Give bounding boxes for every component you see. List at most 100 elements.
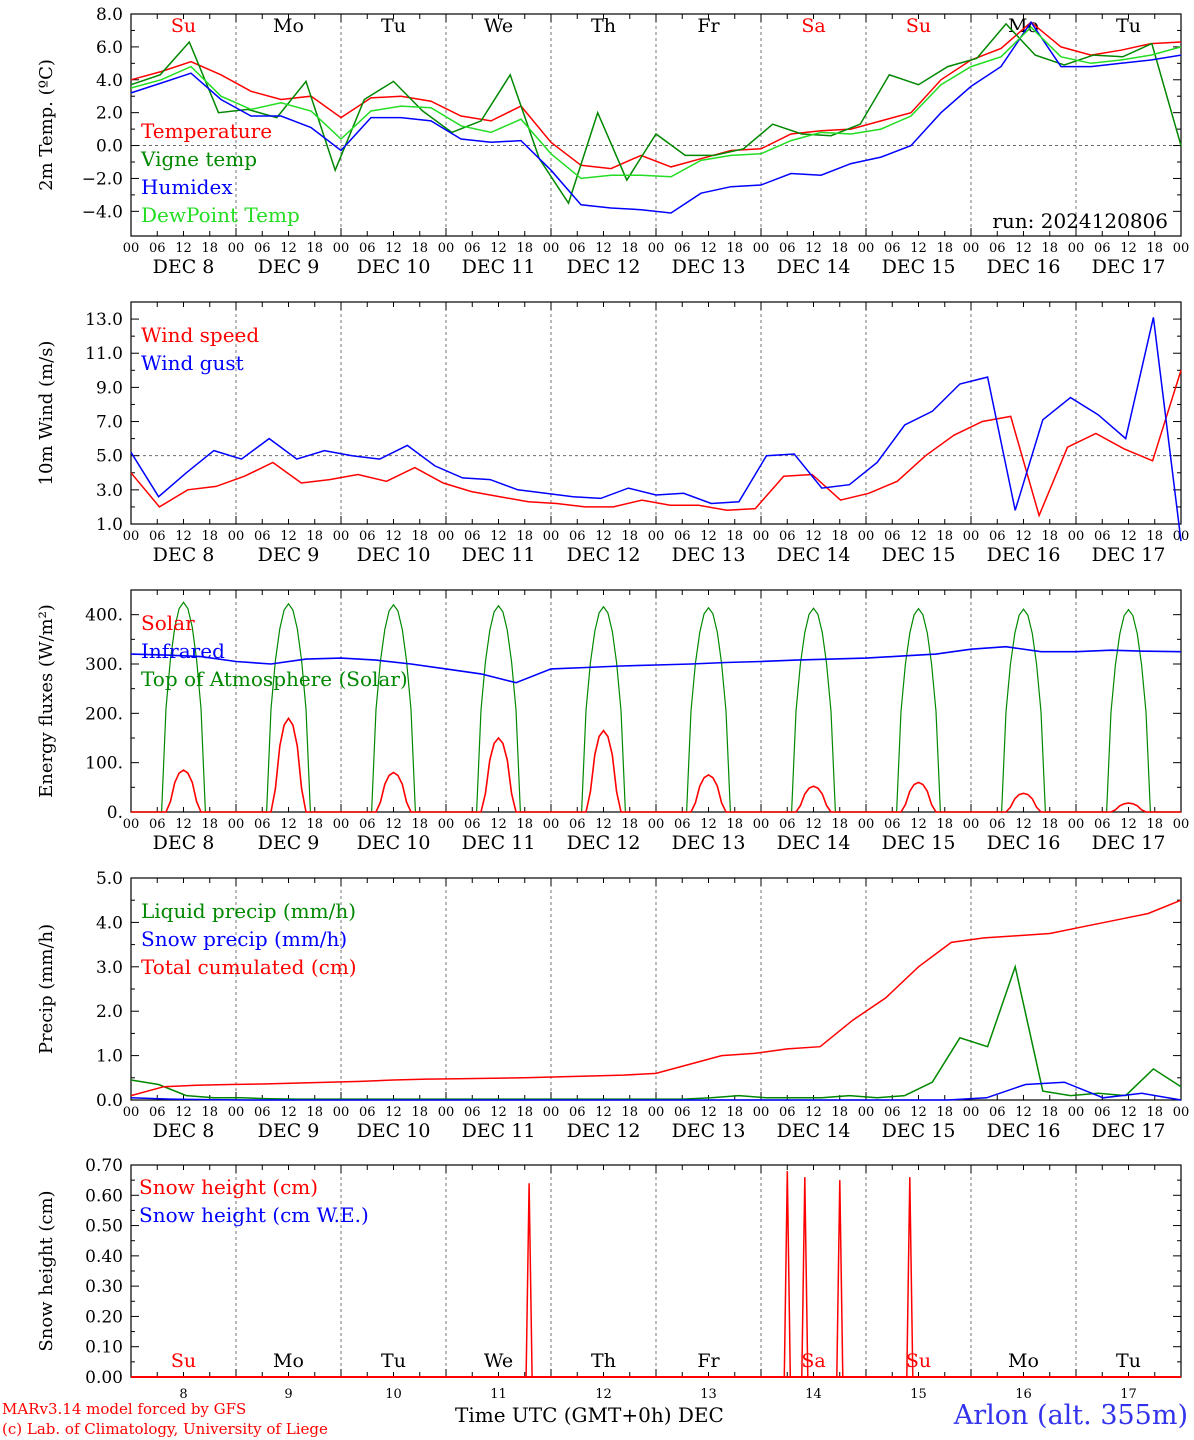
- hour-tick-label: 00: [1173, 817, 1190, 832]
- hour-tick-label: 12: [805, 817, 822, 832]
- hour-tick-label: 06: [989, 241, 1006, 256]
- weekday-label: Tu: [1116, 15, 1141, 37]
- credit-lab: (c) Lab. of Climatology, University of L…: [2, 1420, 328, 1438]
- hour-tick-label: 06: [254, 529, 271, 544]
- hour-tick-label: 12: [490, 817, 507, 832]
- hour-tick-label: 00: [228, 241, 245, 256]
- station-name: Arlon (alt. 355m): [953, 1400, 1188, 1431]
- y-tick-label: 13.0: [85, 310, 123, 330]
- weekday-label: Sa: [801, 15, 825, 37]
- hour-tick-label: 06: [1094, 241, 1111, 256]
- hour-tick-label: 00: [858, 241, 875, 256]
- run-label: run: 2024120806: [992, 209, 1168, 233]
- day-number-label: 10: [385, 1387, 402, 1402]
- day-label: DEC 17: [1092, 256, 1166, 278]
- day-label: DEC 8: [153, 256, 215, 278]
- hour-tick-label: 00: [438, 817, 455, 832]
- series-snow-precip-mm-h-: [130, 1081, 1182, 1101]
- hour-tick-label: 06: [359, 1105, 376, 1120]
- day-label: DEC 9: [258, 544, 320, 566]
- hour-tick-label: 06: [674, 1105, 691, 1120]
- legend-entry: Total cumulated (cm): [141, 955, 357, 979]
- day-label: DEC 11: [462, 256, 536, 278]
- hour-tick-label: 12: [595, 817, 612, 832]
- hour-tick-label: 18: [201, 1105, 218, 1120]
- hour-tick-label: 18: [1146, 817, 1163, 832]
- hour-tick-label: 12: [805, 241, 822, 256]
- hour-tick-label: 12: [1015, 1105, 1032, 1120]
- hour-tick-label: 18: [621, 817, 638, 832]
- day-label: DEC 15: [882, 256, 956, 278]
- hour-tick-label: 06: [779, 1105, 796, 1120]
- hour-tick-label: 06: [884, 1105, 901, 1120]
- day-label: DEC 12: [567, 544, 641, 566]
- hour-tick-label: 12: [700, 817, 717, 832]
- hour-tick-label: 00: [228, 1105, 245, 1120]
- hour-tick-label: 00: [858, 529, 875, 544]
- day-label: DEC 17: [1092, 832, 1166, 854]
- hour-tick-label: 12: [1015, 529, 1032, 544]
- day-label: DEC 16: [987, 544, 1061, 566]
- hour-tick-label: 00: [858, 817, 875, 832]
- hour-tick-label: 18: [936, 817, 953, 832]
- hour-tick-label: 00: [333, 817, 350, 832]
- y-tick-label: 0.60: [85, 1186, 123, 1206]
- day-label: DEC 14: [777, 256, 851, 278]
- y-tick-label: 0.70: [85, 1156, 123, 1176]
- hour-tick-label: 12: [1015, 241, 1032, 256]
- hour-tick-label: 12: [280, 529, 297, 544]
- y-tick-label: −2.0: [82, 169, 123, 189]
- hour-tick-label: 00: [753, 241, 770, 256]
- hour-tick-label: 00: [333, 241, 350, 256]
- legend-entry: Humidex: [141, 175, 233, 199]
- hour-tick-label: 06: [989, 529, 1006, 544]
- hour-tick-label: 12: [280, 817, 297, 832]
- day-label: DEC 9: [258, 1120, 320, 1142]
- weekday-label: Fr: [697, 15, 720, 37]
- hour-tick-label: 00: [1068, 529, 1085, 544]
- day-number-label: 8: [179, 1387, 187, 1402]
- hour-tick-label: 12: [490, 241, 507, 256]
- time-axis-label: Time UTC (GMT+0h): [455, 1403, 672, 1427]
- hour-tick-label: 18: [411, 1105, 428, 1120]
- day-label: DEC 17: [1092, 544, 1166, 566]
- hour-tick-label: 18: [201, 241, 218, 256]
- hour-tick-label: 06: [779, 241, 796, 256]
- hour-tick-label: 00: [858, 1105, 875, 1120]
- hour-tick-label: 18: [1041, 529, 1058, 544]
- hour-tick-label: 00: [753, 1105, 770, 1120]
- y-tick-label: 3.0: [96, 481, 123, 501]
- weekday-label: We: [484, 1350, 513, 1372]
- hour-tick-label: 18: [621, 241, 638, 256]
- weekday-label: Sa: [801, 1350, 825, 1372]
- hour-tick-label: 00: [543, 529, 560, 544]
- hour-tick-label: 00: [543, 817, 560, 832]
- series-dewpoint-temp: [130, 26, 1182, 180]
- hour-tick-label: 18: [726, 817, 743, 832]
- snow-height-spike: [783, 1171, 792, 1378]
- y-tick-label: 3.0: [96, 958, 123, 978]
- hour-tick-label: 18: [936, 241, 953, 256]
- hour-tick-label: 00: [123, 817, 140, 832]
- hour-tick-label: 18: [621, 529, 638, 544]
- day-label: DEC 14: [777, 1120, 851, 1142]
- hour-tick-label: 06: [884, 241, 901, 256]
- y-tick-label: 100.: [85, 754, 123, 774]
- hour-tick-label: 00: [123, 529, 140, 544]
- legend-entry: Wind gust: [141, 351, 244, 375]
- time-axis-unit: DEC: [677, 1403, 724, 1427]
- day-label: DEC 16: [987, 1120, 1061, 1142]
- hour-tick-label: 00: [1173, 241, 1190, 256]
- series-wind-speed: [130, 370, 1182, 518]
- hour-tick-label: 00: [1068, 241, 1085, 256]
- hour-tick-label: 12: [1120, 529, 1137, 544]
- hour-tick-label: 06: [1094, 529, 1111, 544]
- y-tick-label: 11.0: [85, 344, 123, 364]
- panel-3: 0. 100. 200. 300. 400. Energy fluxes (W/m²) 00…: [36, 589, 1190, 854]
- hour-tick-label: 00: [753, 817, 770, 832]
- day-label: DEC 9: [258, 256, 320, 278]
- hour-tick-label: 18: [516, 529, 533, 544]
- y-tick-label: 0.0: [96, 137, 123, 157]
- y-tick-label: 1.0: [96, 515, 123, 535]
- hour-tick-label: 18: [1146, 1105, 1163, 1120]
